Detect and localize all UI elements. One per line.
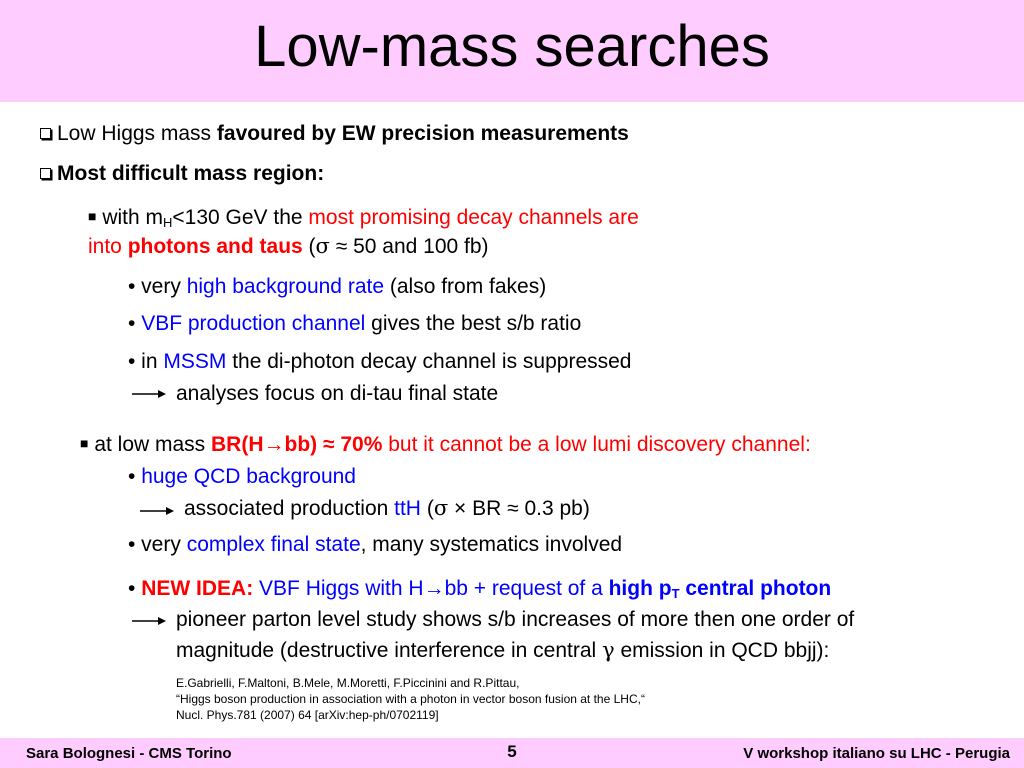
text: • very bbox=[128, 533, 187, 556]
text: (also from fakes) bbox=[384, 275, 547, 298]
detail-complex-final-state: • very complex final state, many systema… bbox=[128, 532, 622, 558]
sigma-symbol: σ bbox=[433, 496, 449, 520]
text: associated production bbox=[184, 497, 395, 520]
bullet-bold-text: favoured by EW precision measurements bbox=[216, 122, 629, 145]
text: × BR ≈ 0.3 pb) bbox=[448, 497, 590, 520]
detail-high-background: • very high background rate (also from f… bbox=[128, 274, 546, 300]
red-bold-text: BR(H→bb) ≈ 70% bbox=[211, 433, 383, 456]
text: , many systematics involved bbox=[360, 533, 623, 556]
text: with m bbox=[102, 206, 163, 229]
red-text: but it cannot be a low lumi discovery ch… bbox=[382, 433, 811, 456]
text: ( bbox=[302, 235, 316, 258]
checkbox-bullet-icon bbox=[40, 128, 51, 139]
detail-pioneer-study-line2: magnitude (destructive interference in c… bbox=[176, 637, 829, 664]
page-number: 5 bbox=[507, 742, 517, 761]
footer-event: V workshop italiano su LHC - Perugia bbox=[743, 745, 1010, 762]
detail-tth-production: associated production ttH (σ × BR ≈ 0.3 … bbox=[184, 495, 590, 522]
bullet-bold-text: Most difficult mass region: bbox=[57, 162, 325, 185]
blue-text: ttH bbox=[394, 497, 421, 520]
subbullet-low-mass-bb: ■ at low mass BR(H→bb) ≈ 70% but it cann… bbox=[80, 430, 811, 458]
title-bar bbox=[0, 0, 1024, 102]
text: ≈ 50 and 100 fb) bbox=[329, 235, 489, 258]
footer-author: Sara Bolognesi - CMS Torino bbox=[26, 745, 232, 762]
text: emission in QCD bbjj): bbox=[614, 639, 830, 662]
text: • bbox=[128, 577, 142, 600]
gamma-symbol: γ bbox=[602, 638, 615, 662]
text: gives the best s/b ratio bbox=[365, 312, 582, 335]
blue-text: VBF production channel bbox=[141, 312, 366, 335]
blue-bold-text: high p bbox=[608, 577, 672, 600]
detail-vbf-channel: • VBF production channel gives the best … bbox=[128, 311, 581, 337]
text: • in bbox=[128, 350, 164, 373]
detail-new-idea: • NEW IDEA: VBF Higgs with H→bb + reques… bbox=[128, 576, 831, 602]
blue-text: complex final state bbox=[186, 533, 361, 556]
text: magnitude (destructive interference in c… bbox=[176, 639, 603, 662]
right-arrow-icon bbox=[132, 617, 166, 625]
text: at low mass bbox=[94, 433, 212, 456]
red-bold-text: NEW IDEA: bbox=[141, 577, 254, 600]
subbullet-mh-130-line2: into photons and taus (σ ≈ 50 and 100 fb… bbox=[88, 233, 489, 260]
reference-title: “Higgs boson production in association w… bbox=[176, 692, 645, 706]
footer-bar: Sara Bolognesi - CMS Torino 5 V workshop… bbox=[0, 738, 1024, 768]
reference-journal: Nucl. Phys.781 (2007) 64 [arXiv:hep-ph/0… bbox=[176, 708, 439, 722]
text: • bbox=[128, 312, 142, 335]
bullet-difficult-region: Most difficult mass region: bbox=[40, 161, 324, 187]
blue-text: high background rate bbox=[186, 275, 385, 298]
reference-authors: E.Gabrielli, F.Maltoni, B.Mele, M.Morett… bbox=[176, 676, 520, 690]
detail-mssm-consequence: analyses focus on di-tau final state bbox=[176, 382, 499, 405]
text: the di-photon decay channel is suppresse… bbox=[226, 350, 632, 373]
detail-mssm: • in MSSM the di-photon decay channel is… bbox=[128, 349, 631, 375]
slide-title: Low-mass searches bbox=[254, 14, 770, 79]
subscript: H bbox=[163, 215, 173, 230]
checkbox-bullet-icon bbox=[40, 168, 51, 179]
red-text: most promising decay channels are bbox=[308, 206, 639, 229]
right-arrow-icon bbox=[132, 390, 166, 398]
red-bold-text: photons and taus bbox=[127, 235, 303, 258]
bullet-ew-precision: Low Higgs mass favoured by EW precision … bbox=[40, 121, 629, 147]
subscript: T bbox=[671, 586, 680, 601]
bullet-text: Low Higgs mass bbox=[57, 122, 217, 145]
subbullet-mh-130: ■ with mH<130 GeV the most promising dec… bbox=[88, 203, 639, 231]
blue-bold-text: central photon bbox=[679, 577, 832, 600]
square-bullet-icon: ■ bbox=[88, 208, 97, 224]
detail-pioneer-study-line1: pioneer parton level study shows s/b inc… bbox=[176, 608, 855, 631]
blue-text: VBF Higgs with H→bb + request of a bbox=[253, 577, 609, 600]
blue-text: huge QCD background bbox=[141, 465, 356, 488]
text: ( bbox=[420, 497, 434, 520]
text: <130 GeV the bbox=[172, 206, 309, 229]
sigma-symbol: σ bbox=[315, 234, 330, 258]
text: • very bbox=[128, 275, 187, 298]
square-bullet-icon: ■ bbox=[80, 435, 89, 451]
text: • bbox=[128, 465, 142, 488]
blue-text: MSSM bbox=[163, 350, 227, 373]
red-text: into bbox=[88, 235, 128, 258]
detail-qcd-background: • huge QCD background bbox=[128, 464, 356, 490]
right-arrow-icon bbox=[140, 507, 174, 515]
